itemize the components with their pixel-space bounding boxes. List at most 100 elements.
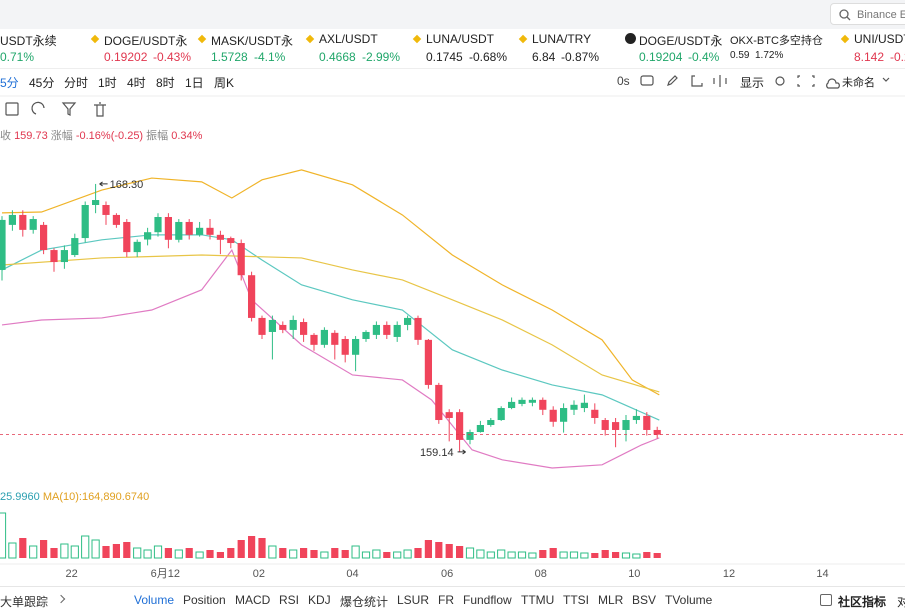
low-label: 159.14 (420, 447, 454, 459)
ticker-name[interactable]: OKX-BTC多空持仓 (730, 35, 823, 47)
indicator-tab[interactable]: TTSI (563, 593, 589, 607)
candle-body (258, 317, 266, 335)
volume-bar (320, 551, 329, 559)
candle-body (653, 429, 661, 435)
volume-bar (102, 546, 110, 558)
volume-bar (81, 535, 90, 559)
candle-body (424, 339, 432, 385)
ticker-price: 0.1745 (426, 50, 463, 64)
interval-tab[interactable]: 周K (214, 76, 235, 90)
interval-tab[interactable]: 8时 (156, 76, 175, 90)
candle-body (40, 224, 48, 251)
candle-body (102, 205, 110, 215)
volume-bar (206, 550, 214, 558)
ticker-name[interactable]: LUNA/TRY (532, 32, 592, 46)
toolbar-icons (0, 75, 905, 117)
candle-body (643, 415, 651, 430)
volume-bar (361, 551, 371, 559)
ticker-price: 0.4668 (319, 50, 356, 64)
search-placeholder: Binance E (857, 9, 905, 21)
amp-value: 0.34% (171, 130, 203, 142)
candle-body (404, 317, 412, 325)
candle-body (0, 219, 6, 270)
divider (0, 68, 905, 69)
volume-bar (164, 548, 172, 558)
indicator-tab[interactable]: MLR (598, 593, 624, 607)
indicator-tab[interactable]: TTMU (521, 593, 555, 607)
volume-bar (0, 512, 7, 559)
volume-bar (123, 542, 131, 558)
candle-body (456, 412, 464, 440)
volume-bar (653, 553, 661, 558)
interval-tab[interactable]: 1日 (185, 76, 204, 90)
x-tick-label: 22 (66, 568, 78, 580)
interval-tab[interactable]: 45分 (29, 76, 55, 90)
indicator-tab[interactable]: 爆仓统计 (340, 595, 389, 609)
indicator-tab[interactable]: FR (438, 593, 454, 607)
bottom-bar: 大单跟踪 Volume Position MACD RSI KDJ 爆仓统计 LSUR FR Fu… (0, 586, 905, 614)
timer[interactable]: 0s (617, 74, 630, 88)
volume-bar (393, 551, 402, 559)
ticker-name[interactable]: DOGE/USDT永 (639, 34, 723, 48)
interval-tab[interactable]: 1时 (98, 76, 117, 90)
candle-body (206, 227, 214, 235)
volume-bar (8, 542, 17, 559)
band-line (1, 169, 660, 396)
volume-ma10: MA(10):164,890.6740 (42, 491, 150, 503)
search-box[interactable]: Binance E (830, 3, 905, 25)
ticker-price: 1.5728 (211, 50, 248, 64)
x-tick-label: 10 (628, 568, 640, 580)
ticker-name[interactable]: MASK/USDT永 (211, 34, 294, 48)
interval-tab[interactable]: 4时 (127, 76, 146, 90)
volume-bar (268, 545, 277, 559)
big-order-tab[interactable]: 大单跟踪 (0, 595, 49, 609)
candle-body (580, 402, 588, 409)
ticker-name[interactable]: AXL/USDT (319, 32, 378, 46)
volume-bar (185, 548, 193, 558)
layout-name[interactable]: 未命名 (842, 77, 875, 89)
volume-bar (174, 549, 183, 559)
volume-bar (612, 552, 620, 558)
interval-tab[interactable]: 5分 (0, 76, 19, 90)
volume-bar (528, 552, 537, 559)
candle-body (227, 238, 235, 244)
volume-bar (383, 552, 391, 558)
ticker-price: 0.19204 (639, 50, 683, 64)
volume-bar (414, 548, 422, 558)
candle-body (268, 319, 276, 332)
display-button[interactable]: 显示 (740, 76, 765, 90)
candle-body (539, 399, 547, 410)
x-tick-label: 06 (441, 568, 453, 580)
indicator-tab[interactable]: KDJ (308, 593, 331, 607)
indicator-tab[interactable]: MACD (235, 593, 271, 607)
indicator-tab[interactable]: Volume (134, 593, 175, 607)
indicator-tab[interactable]: RSI (279, 593, 300, 607)
candle-body (570, 404, 578, 410)
ticker-name[interactable]: USDT永续 (0, 34, 57, 48)
candle-body (341, 338, 349, 355)
indicator-tab[interactable]: BSV (632, 593, 657, 607)
interval-tab[interactable]: 分时 (64, 76, 89, 90)
cut-tab[interactable]: 对 (897, 595, 905, 609)
ticker-name[interactable]: DOGE/USDT永 (104, 34, 188, 48)
candle-body (133, 241, 141, 253)
candle-body (300, 322, 308, 335)
volume-bar (50, 548, 58, 558)
x-tick-label: 04 (346, 568, 358, 580)
candle-body (320, 329, 328, 345)
indicator-tab[interactable]: Fundflow (463, 593, 512, 607)
ticker-name[interactable]: LUNA/USDT (426, 32, 495, 46)
volume-bar (29, 545, 38, 559)
indicator-tab[interactable]: TVolume (665, 593, 713, 607)
candle-body (622, 420, 630, 430)
volume-bar (591, 553, 599, 558)
change-value: -0.16%(-0.25) (75, 130, 144, 142)
community-tab[interactable]: 社区指标 (838, 595, 887, 609)
x-tick-label: 02 (253, 568, 265, 580)
indicator-tab[interactable]: LSUR (397, 593, 430, 607)
ticker-name[interactable]: UNI/USDT (854, 32, 905, 46)
candle-body (466, 432, 474, 440)
candle-body (372, 324, 380, 335)
candle-body (92, 200, 100, 205)
indicator-tab[interactable]: Position (183, 593, 226, 607)
